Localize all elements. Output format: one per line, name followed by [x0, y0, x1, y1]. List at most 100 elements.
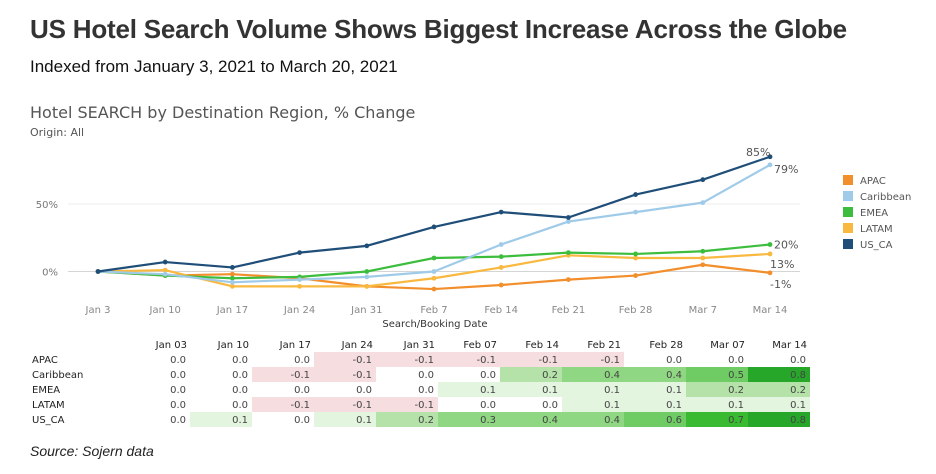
data-point-emea: [566, 250, 571, 256]
table-cell-value: 0.1: [604, 385, 620, 396]
table-cell-bg: [252, 367, 314, 382]
data-point-caribbean: [633, 209, 638, 215]
legend-swatch: [843, 191, 853, 201]
table-cell-bg: [686, 382, 748, 397]
x-tick-label: Jan 10: [149, 305, 181, 316]
data-point-apac: [633, 273, 638, 278]
legend-label: Caribbean: [860, 192, 911, 203]
y-tick-label: 50%: [36, 200, 58, 211]
table-cell-bg: [438, 382, 500, 397]
table-cell-value: 0.1: [480, 385, 496, 396]
data-point-caribbean: [230, 279, 235, 285]
table-cell-bg: [438, 412, 500, 427]
table-cell-value: 0.4: [542, 415, 558, 426]
data-point-us_ca: [633, 192, 638, 197]
table-cell-bg: [624, 412, 686, 427]
data-point-latam: [633, 255, 638, 261]
table-cell-bg: [314, 367, 376, 382]
table-cell-bg: [376, 352, 438, 367]
x-tick-label: Jan 31: [350, 305, 382, 316]
data-point-emea: [767, 242, 773, 247]
data-point-us_ca: [162, 259, 168, 265]
data-point-caribbean: [431, 269, 437, 274]
table-col-header: Feb 07: [463, 340, 497, 351]
x-tick-label: Feb 14: [484, 305, 518, 316]
legend-swatch: [843, 223, 853, 233]
table-cell-bg: [376, 412, 438, 427]
table-cell-value: 0.1: [604, 400, 620, 411]
table-cell-value: 0.5: [728, 370, 744, 381]
data-point-emea: [230, 275, 235, 281]
table-cell-bg: [748, 397, 810, 412]
table-cell-bg: [500, 367, 562, 382]
table-cell-value: -0.1: [538, 355, 558, 366]
table-cell-value: 0.2: [418, 415, 434, 426]
table-cell-bg: [624, 382, 686, 397]
table-col-header: Jan 24: [341, 340, 373, 351]
table-cell-value: 0.6: [666, 415, 682, 426]
table-cell-bg: [500, 412, 562, 427]
table-cell-value: 0.1: [232, 415, 248, 426]
table-cell-value: 0.2: [728, 385, 744, 396]
data-point-emea: [431, 255, 437, 261]
table-cell-value: 0.1: [356, 415, 372, 426]
data-point-us_ca: [431, 224, 437, 230]
data-point-emea: [633, 251, 638, 257]
data-point-latam: [297, 283, 302, 289]
table-cell-value: 0.4: [666, 370, 682, 381]
data-point-latam: [162, 267, 168, 273]
data-point-caribbean: [162, 271, 168, 277]
legend-label: US_CA: [860, 240, 893, 251]
data-point-us_ca: [566, 215, 571, 220]
table-cell-value: 0.1: [666, 385, 682, 396]
table-cell-value: -0.1: [352, 355, 372, 366]
table-cell-value: 0.8: [790, 415, 806, 426]
data-point-apac: [566, 277, 571, 282]
end-label-apac: -1%: [770, 278, 791, 291]
data-point-us_ca: [230, 265, 235, 270]
table-cell-value: 0.8: [790, 370, 806, 381]
table-col-header: Feb 28: [649, 340, 683, 351]
table-cell-value: 0.0: [232, 385, 248, 396]
table-cell-value: -0.1: [290, 400, 310, 411]
source-note: Source: Sojern data: [30, 443, 154, 459]
origin-label: Origin: All: [30, 126, 85, 139]
table-cell-value: 0.0: [666, 355, 682, 366]
table-cell-value: 0.0: [170, 385, 186, 396]
data-point-caribbean: [566, 219, 571, 224]
table-cell-value: -0.1: [414, 355, 434, 366]
data-point-caribbean: [700, 200, 706, 206]
data-point-us_ca: [498, 209, 504, 215]
table-cell-value: 0.1: [728, 400, 744, 411]
table-cell-value: 0.0: [232, 355, 248, 366]
table-cell-bg: [438, 352, 500, 367]
table-cell-value: 0.0: [170, 370, 186, 381]
data-point-apac: [230, 271, 235, 277]
table-cell-bg: [686, 412, 748, 427]
table-cell-bg: [562, 382, 624, 397]
data-point-latam: [230, 283, 235, 289]
data-point-caribbean: [767, 162, 773, 168]
data-point-latam: [431, 275, 437, 281]
x-tick-label: Jan 17: [216, 305, 248, 316]
chart-title: Hotel SEARCH by Destination Region, % Ch…: [30, 103, 416, 122]
table-cell-bg: [624, 367, 686, 382]
data-point-apac: [767, 270, 773, 276]
table-cell-bg: [314, 412, 376, 427]
table-cell-bg: [686, 397, 748, 412]
data-point-apac: [431, 286, 437, 292]
table-row-label: Caribbean: [32, 370, 83, 381]
x-tick-label: Feb 21: [552, 305, 586, 316]
data-point-apac: [700, 262, 706, 268]
table-col-header: Jan 31: [403, 340, 435, 351]
table-cell-value: 0.2: [542, 370, 558, 381]
table-col-header: Jan 17: [279, 340, 311, 351]
table-cell-bg: [562, 412, 624, 427]
x-tick-label: Jan 24: [283, 305, 315, 316]
end-label-emea: 20%: [774, 239, 798, 252]
table-cell-value: 0.2: [790, 385, 806, 396]
table-cell-value: 0.0: [232, 370, 248, 381]
table-cell-value: 0.0: [294, 415, 310, 426]
table-cell-bg: [624, 397, 686, 412]
table-cell-value: 0.4: [604, 370, 620, 381]
